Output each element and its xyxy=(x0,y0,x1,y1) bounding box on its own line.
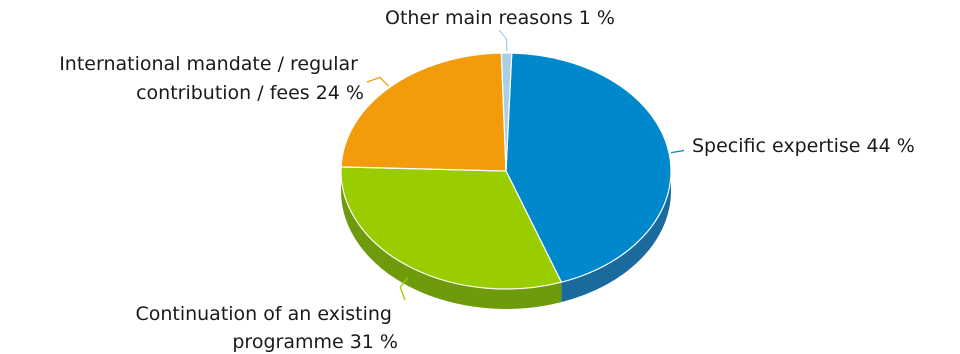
leader-lines-group xyxy=(366,29,685,301)
label-continuation-programme: Continuation of an existing programme 31… xyxy=(135,303,398,353)
pie-slice-other-main-reasons xyxy=(500,52,513,172)
pie-side-specific-expertise xyxy=(561,171,671,303)
leader-line-international-mandate-regular-contribution-fees xyxy=(366,76,389,87)
leader-line-continuation-of-an-existing-programme xyxy=(399,277,408,301)
pie-depth-group xyxy=(341,171,671,309)
label-international-mandate: International mandate / regular contribu… xyxy=(59,53,364,104)
pie-slices-group xyxy=(340,52,672,290)
leader-line-specific-expertise xyxy=(670,149,685,154)
leader-line-other-main-reasons xyxy=(498,29,508,52)
pie-slice-specific-expertise xyxy=(505,52,672,283)
label-specific-expertise: Specific expertise 44 % xyxy=(692,135,915,157)
pie-slice-international-mandate-regular-contribution-fees xyxy=(340,52,507,172)
label-other-main-reasons: Other main reasons 1 % xyxy=(385,7,615,29)
pie-side-continuation-of-an-existing-programme xyxy=(341,171,562,309)
pie-slice-continuation-of-an-existing-programme xyxy=(340,166,562,290)
